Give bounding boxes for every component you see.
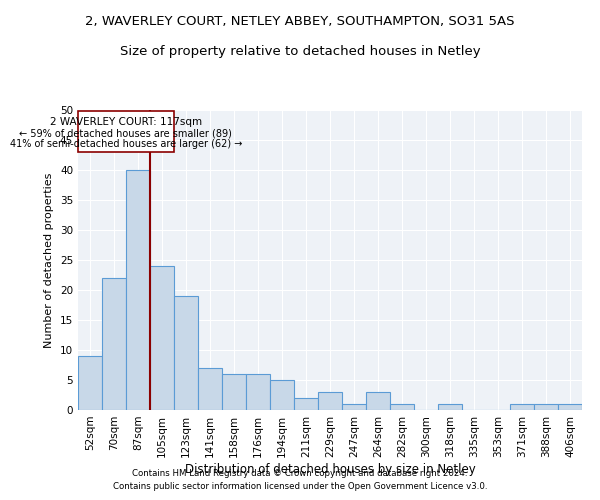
Bar (318, 392, 342, 410)
Bar (102, 278, 126, 410)
Text: 2 WAVERLEY COURT: 117sqm: 2 WAVERLEY COURT: 117sqm (50, 117, 202, 127)
Bar (174, 296, 198, 410)
Text: Size of property relative to detached houses in Netley: Size of property relative to detached ho… (119, 45, 481, 58)
Text: ← 59% of detached houses are smaller (89): ← 59% of detached houses are smaller (89… (19, 128, 232, 138)
Text: 41% of semi-detached houses are larger (62) →: 41% of semi-detached houses are larger (… (10, 139, 242, 149)
Bar (222, 374, 246, 410)
Bar (150, 266, 174, 410)
FancyBboxPatch shape (78, 111, 173, 152)
Bar (342, 404, 366, 410)
Bar (534, 404, 558, 410)
Bar (198, 368, 222, 410)
Bar (126, 170, 150, 410)
Y-axis label: Number of detached properties: Number of detached properties (44, 172, 55, 348)
Bar (558, 404, 582, 410)
Bar (438, 404, 462, 410)
X-axis label: Distribution of detached houses by size in Netley: Distribution of detached houses by size … (185, 462, 475, 475)
Bar (390, 404, 414, 410)
Bar (510, 404, 534, 410)
Bar (294, 398, 318, 410)
Bar (270, 380, 294, 410)
Text: Contains HM Land Registry data © Crown copyright and database right 2024.: Contains HM Land Registry data © Crown c… (132, 468, 468, 477)
Bar (246, 374, 270, 410)
Text: 2, WAVERLEY COURT, NETLEY ABBEY, SOUTHAMPTON, SO31 5AS: 2, WAVERLEY COURT, NETLEY ABBEY, SOUTHAM… (85, 15, 515, 28)
Bar (78, 356, 102, 410)
Text: Contains public sector information licensed under the Open Government Licence v3: Contains public sector information licen… (113, 482, 487, 491)
Bar (366, 392, 390, 410)
